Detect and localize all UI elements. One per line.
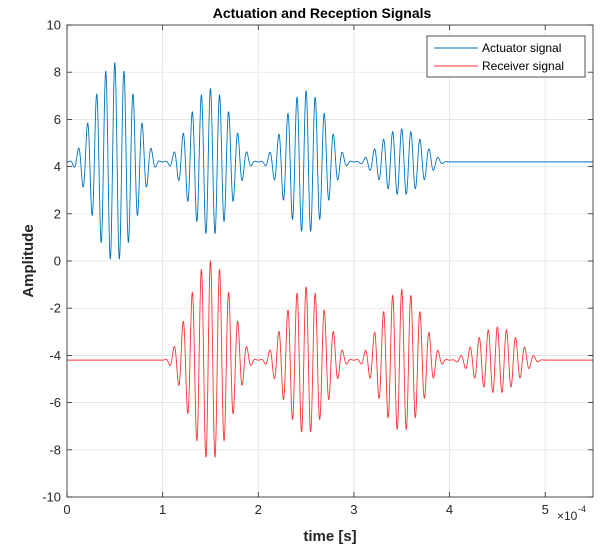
actuator-signal-line — [67, 62, 593, 260]
receiver-signal-line — [67, 260, 593, 458]
chart-title: Actuation and Reception Signals — [213, 5, 432, 21]
y-tick-label: 8 — [54, 65, 61, 80]
plot-lines — [67, 62, 593, 458]
legend-box — [426, 35, 586, 78]
legend-label-receiver: Receiver signal — [482, 59, 564, 73]
legend-label-actuator: Actuator signal — [482, 41, 561, 55]
y-tick-label: -6 — [49, 395, 61, 410]
y-tick-label: -8 — [49, 442, 61, 457]
x-tick-label: 3 — [350, 502, 357, 517]
y-tick-label: 6 — [54, 112, 61, 127]
x-exponent-base: ×10 — [557, 509, 578, 523]
x-exponent-label: ×10 -4 — [557, 504, 586, 523]
y-tick-label: -4 — [49, 348, 61, 363]
y-tick-label: -2 — [49, 301, 61, 316]
x-axis-label: time [s] — [303, 528, 356, 545]
x-tick-label: 2 — [255, 502, 262, 517]
y-tick-label: 0 — [54, 254, 61, 269]
grid-lines — [66, 24, 593, 498]
x-exponent-power: -4 — [578, 504, 586, 514]
y-axis-label: Amplitude — [20, 224, 37, 297]
x-tick-labels: 0 1 2 3 4 5 — [63, 502, 548, 517]
y-tick-label: -10 — [42, 490, 61, 505]
y-tick-label: 2 — [54, 206, 61, 221]
x-tick-label: 0 — [63, 502, 70, 517]
y-tick-labels: -10 -8 -6 -4 -2 0 2 4 6 8 10 — [42, 18, 61, 505]
x-tick-label: 4 — [446, 502, 453, 517]
axis-ticks — [66, 24, 593, 498]
legend: Actuator signal Receiver signal — [426, 35, 586, 78]
y-tick-label: 4 — [54, 159, 61, 174]
x-tick-label: 1 — [159, 502, 166, 517]
y-tick-label: 10 — [47, 18, 61, 33]
x-tick-label: 5 — [542, 502, 549, 517]
